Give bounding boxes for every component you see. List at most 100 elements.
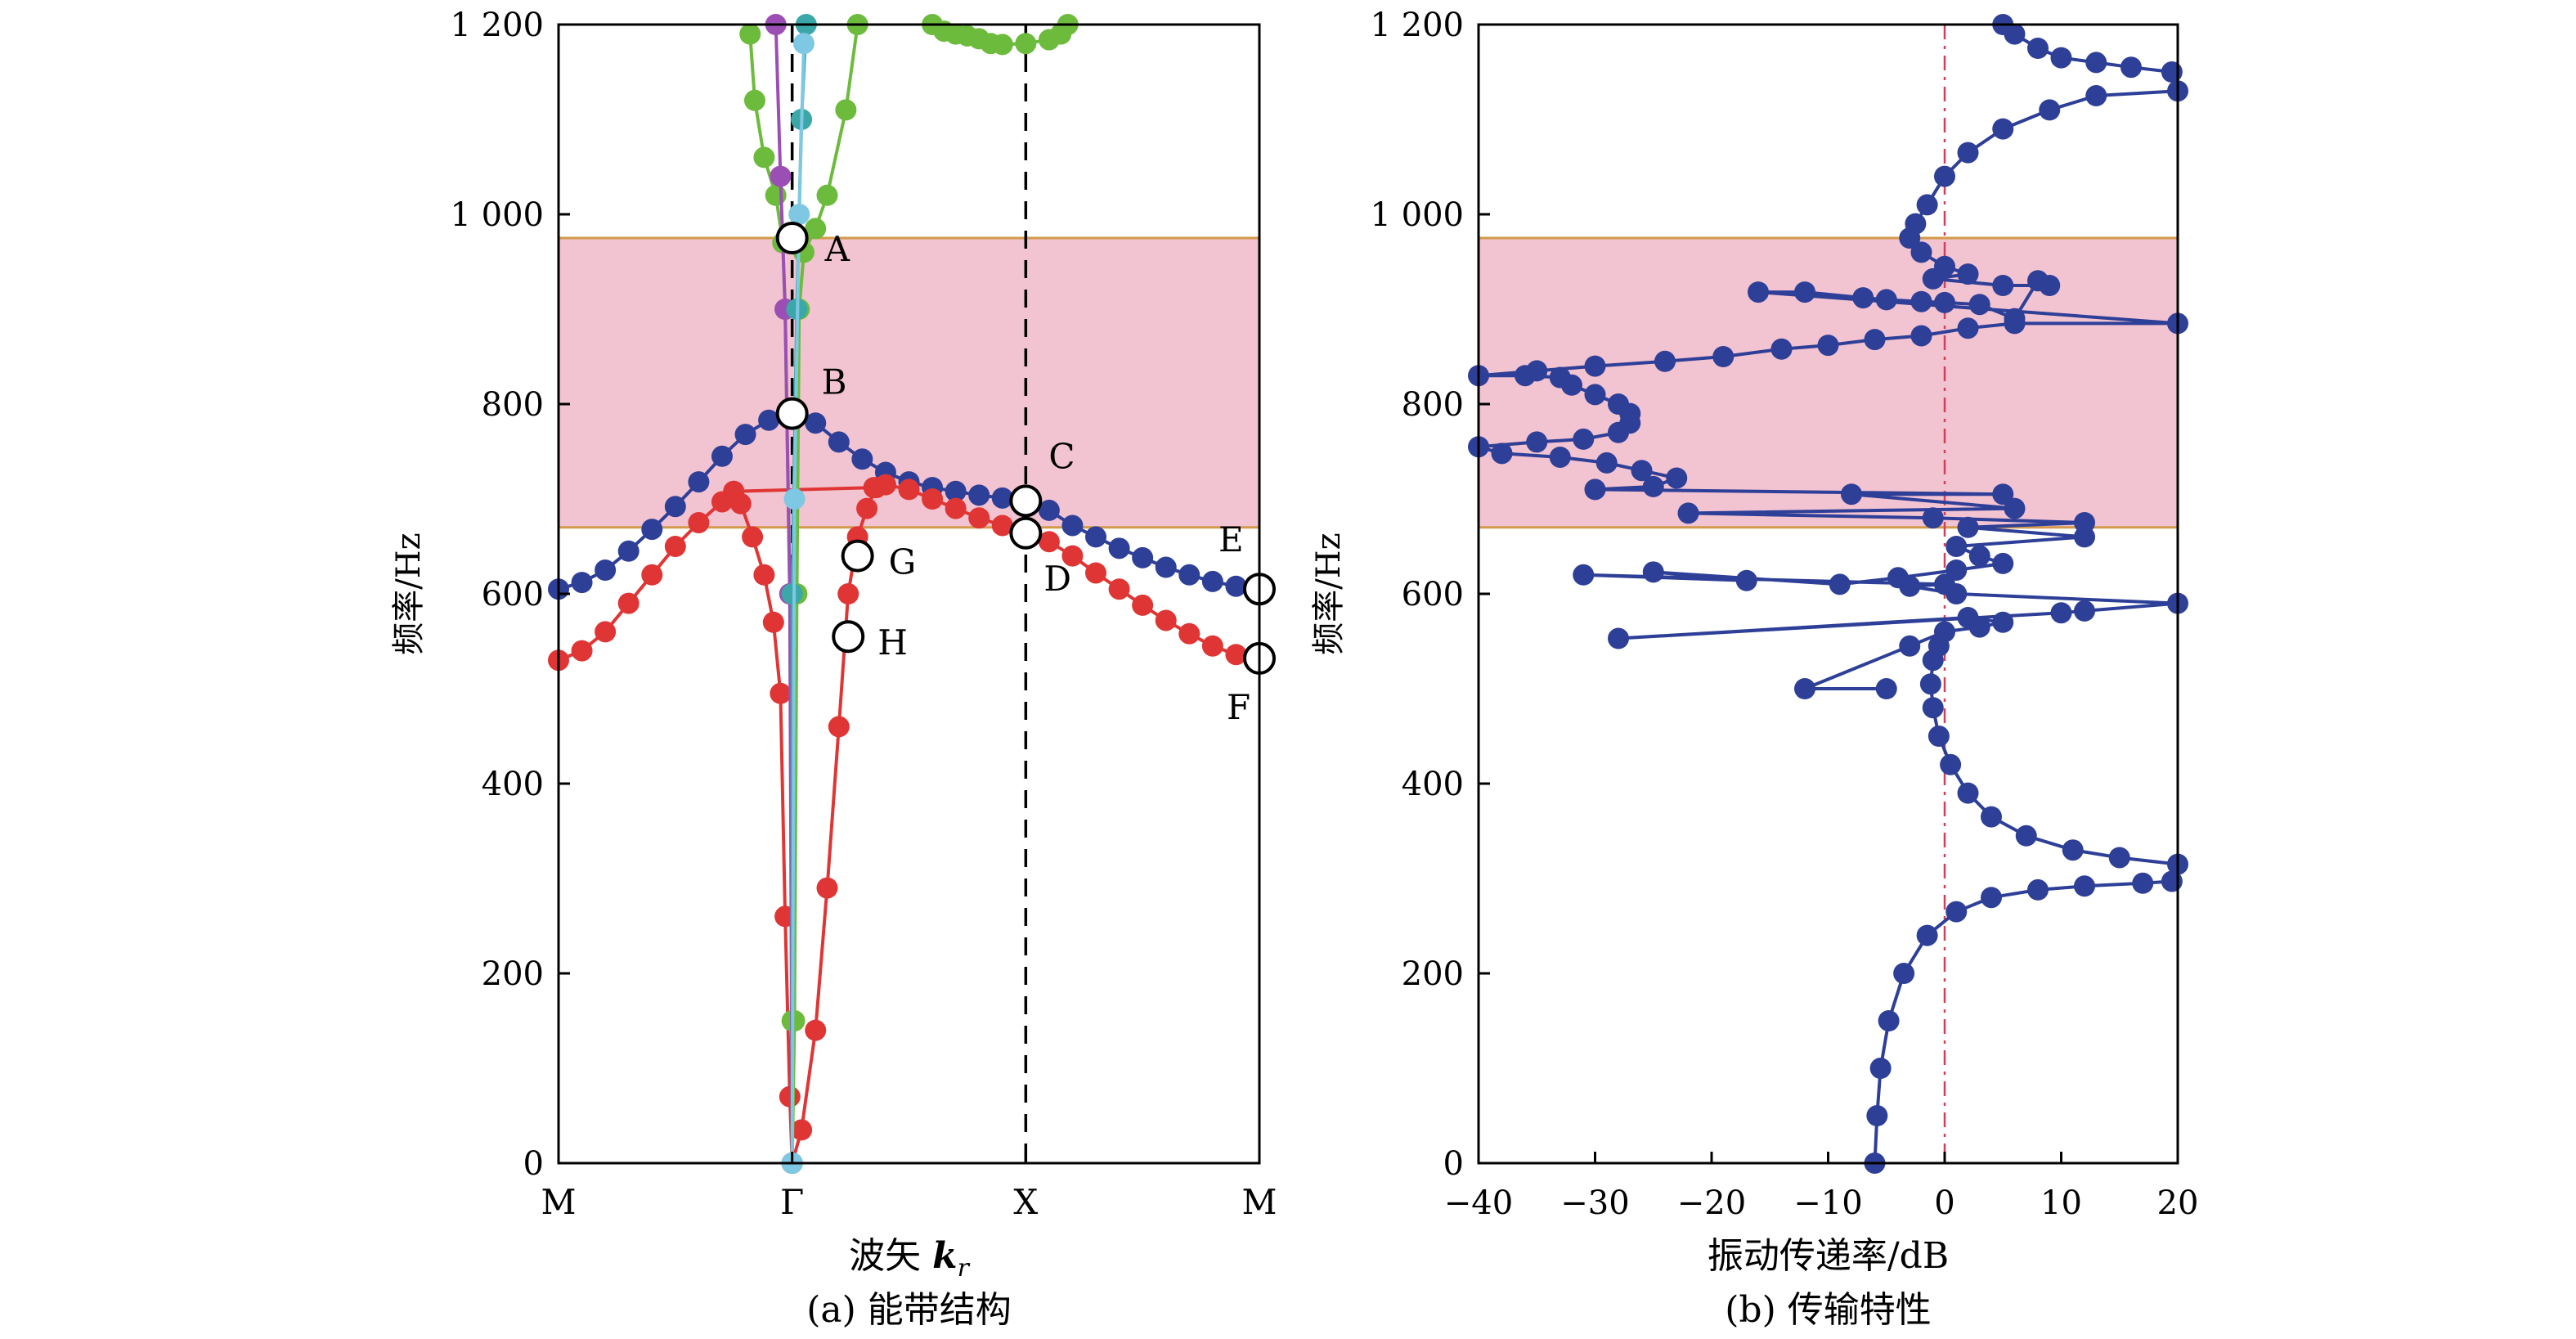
data-point xyxy=(1155,609,1177,631)
data-point xyxy=(1945,536,1968,557)
data-point xyxy=(791,1119,813,1141)
data-point xyxy=(2074,512,2095,533)
data-point xyxy=(1905,213,1927,235)
plot-frame-a xyxy=(557,23,1261,1165)
data-point xyxy=(1061,545,1084,567)
data-point xyxy=(595,559,617,581)
data-point xyxy=(1155,556,1177,578)
y-tick-label: 800 xyxy=(482,386,544,424)
marker-G xyxy=(841,539,874,573)
series-line xyxy=(790,43,806,1164)
marker-A xyxy=(775,222,809,254)
data-point xyxy=(2015,825,2037,847)
marker-label-E: E xyxy=(1218,519,1244,559)
data-point xyxy=(1225,575,1247,597)
x-axis-label-text: 波矢 xyxy=(849,1235,932,1277)
x-axis-label-b: 振动传递率/dB xyxy=(1708,1235,1949,1277)
data-point xyxy=(734,424,756,446)
data-point xyxy=(1794,678,1815,699)
data-point xyxy=(1934,165,1955,187)
marker-D xyxy=(1009,516,1043,550)
data-point xyxy=(1922,697,1944,719)
data-point xyxy=(1794,281,1815,303)
data-point xyxy=(1654,350,1676,372)
data-point xyxy=(1061,514,1084,537)
data-point xyxy=(828,431,850,453)
data-point xyxy=(1866,1105,1888,1126)
data-point xyxy=(1992,275,2014,296)
data-point xyxy=(1916,194,1938,216)
data-point xyxy=(945,497,967,519)
data-point xyxy=(1132,546,1154,568)
data-point xyxy=(1608,627,1629,649)
data-point xyxy=(739,23,761,45)
data-point xyxy=(2039,275,2061,296)
data-point xyxy=(2085,52,2107,74)
y-tick-label: 1 000 xyxy=(1370,196,1464,234)
data-point xyxy=(788,204,810,225)
x-tick-label: 10 xyxy=(2040,1184,2082,1222)
data-point xyxy=(1735,569,1757,591)
x-tick-label: Γ xyxy=(780,1182,804,1222)
data-point xyxy=(865,477,887,499)
data-point xyxy=(2108,847,2130,869)
data-point xyxy=(617,540,640,562)
marker-label-C: C xyxy=(1048,436,1075,476)
data-point xyxy=(2050,47,2072,69)
data-point xyxy=(2161,61,2183,83)
data-point xyxy=(2074,600,2095,622)
data-point xyxy=(1940,753,1962,775)
y-tick-label: 600 xyxy=(1402,576,1464,613)
band-gap-band-b xyxy=(1479,236,2178,529)
data-point xyxy=(828,716,850,738)
data-point xyxy=(1178,622,1200,645)
band-curves xyxy=(548,14,1270,1174)
data-point xyxy=(1201,635,1223,657)
series-line xyxy=(1873,879,2173,1164)
data-point xyxy=(1677,502,1699,524)
data-point xyxy=(1968,545,1990,567)
data-point xyxy=(2004,497,2026,519)
data-point xyxy=(1015,33,1037,55)
data-point xyxy=(1957,317,1979,339)
data-point xyxy=(2132,872,2154,894)
data-point xyxy=(1631,460,1653,482)
plot-frame-b xyxy=(1477,23,2179,1165)
data-point xyxy=(1817,335,1839,357)
high-symmetry-point-markers: A B C D E F GH xyxy=(775,222,1276,727)
data-point xyxy=(1642,475,1664,497)
data-point xyxy=(837,583,859,604)
data-point xyxy=(2085,85,2107,106)
data-point xyxy=(783,488,806,510)
x-axis-label-a: 波矢 kr xyxy=(849,1235,971,1283)
data-point xyxy=(664,536,686,557)
data-point xyxy=(1225,644,1247,666)
data-point xyxy=(1887,567,1909,589)
data-point xyxy=(1666,467,1688,489)
data-point xyxy=(1945,901,1968,923)
data-point xyxy=(1992,483,2014,505)
panel-caption-a: (a) 能带结构 xyxy=(806,1289,1012,1331)
y-tick-label: 1 000 xyxy=(450,196,544,234)
transmission-curves xyxy=(1468,14,2188,1174)
data-point xyxy=(765,184,787,206)
data-point xyxy=(1584,479,1606,501)
data-point xyxy=(2050,602,2072,624)
data-point xyxy=(770,165,792,187)
transmission-panel: 0 200 400 600 800 1 000 1 200 −40 −30 −20 −10 0 10 2… xyxy=(1310,7,2198,1331)
data-point xyxy=(991,34,1013,56)
data-point xyxy=(1573,564,1595,586)
data-point xyxy=(688,471,710,493)
y-axis-label-a: 频率/Hz xyxy=(390,532,428,654)
panel-caption-b: (b) 传输特性 xyxy=(1725,1289,1931,1331)
data-point xyxy=(1934,573,1955,595)
data-point xyxy=(898,479,920,501)
data-point xyxy=(1108,537,1130,559)
y-axis-ticks-a: 0 200 400 600 800 1 000 1 200 xyxy=(450,7,570,1183)
data-point xyxy=(1038,531,1060,553)
y-tick-label: 600 xyxy=(482,576,544,613)
y-tick-label: 800 xyxy=(1402,386,1464,424)
data-point xyxy=(1981,887,2002,909)
